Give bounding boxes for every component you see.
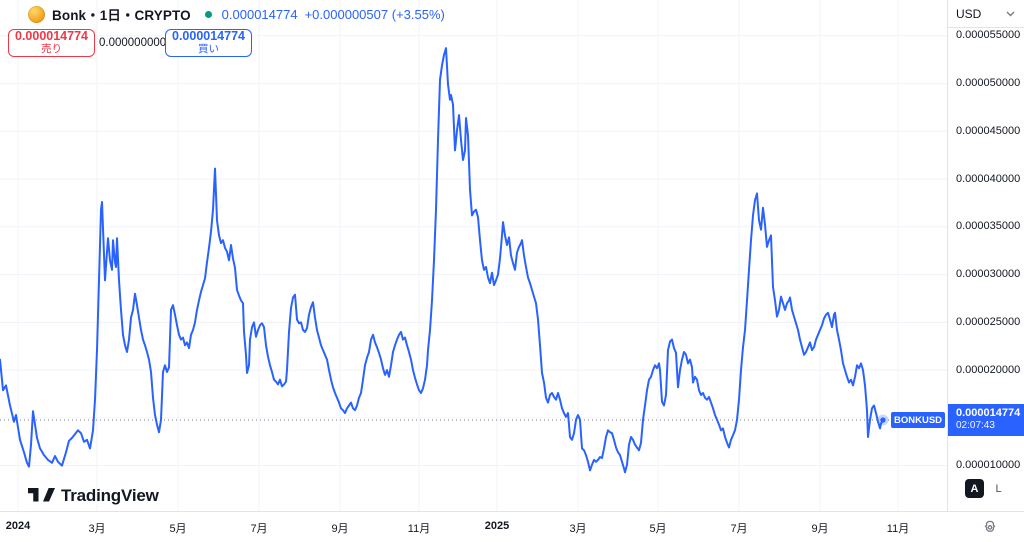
sell-price: 0.000014774 <box>15 28 88 43</box>
time-scale-settings-gear-icon[interactable] <box>981 519 999 537</box>
symbol-header: Bonk・1日・CRYPTO 0.000014774 +0.000000507 … <box>28 4 445 24</box>
time-tick-label: 3月 <box>88 523 106 535</box>
time-tick-label: 9月 <box>811 523 829 535</box>
time-tick-label: 9月 <box>331 523 349 535</box>
price-chart <box>0 0 947 511</box>
buy-label: 買い <box>198 43 219 56</box>
bar-countdown: 02:07:43 <box>956 420 995 432</box>
tradingview-logo-icon <box>28 488 55 502</box>
buy-price: 0.000014774 <box>172 28 245 43</box>
price-tick-label: 0.000010000 <box>956 459 1021 472</box>
spread-value: 0.000000000 <box>99 36 167 49</box>
currency-label: USD <box>956 6 982 21</box>
price-tick-label: 0.000025000 <box>956 315 1021 328</box>
price-tick-label: 0.000055000 <box>956 29 1021 42</box>
tradingview-attribution[interactable]: TradingView <box>28 485 159 506</box>
time-tick-label: 7月 <box>250 523 268 535</box>
time-tick-label: 11月 <box>407 523 431 535</box>
time-scale[interactable]: 2024 3月 5月 7月 9月 11月 2025 3月 5月 7月 9月 11月 <box>0 511 1024 542</box>
change-pct: (+3.55%) <box>391 6 445 22</box>
price-tick-label: 0.000035000 <box>956 220 1021 233</box>
last-price: 0.000014774 <box>221 6 298 22</box>
chart-canvas[interactable]: Bonk・1日・CRYPTO 0.000014774 +0.000000507 … <box>0 0 947 511</box>
time-tick-label: 5月 <box>649 523 667 535</box>
price-tick-label: 0.000020000 <box>956 363 1021 376</box>
sell-button[interactable]: 0.000014774 売り <box>8 28 95 57</box>
symbol-title[interactable]: Bonk・1日・CRYPTO <box>52 8 191 23</box>
currency-dropdown[interactable]: USD <box>948 0 1024 28</box>
chevron-down-icon <box>1006 11 1015 16</box>
time-tick-label: 11月 <box>886 523 910 535</box>
current-price-label: 0.000014774 02:07:43 <box>948 404 1024 437</box>
scale-mode-buttons: A L <box>948 479 1024 498</box>
trade-panel: 0.000014774 売り 0.000000000 0.000014774 買… <box>8 28 252 57</box>
time-tick-label: 3月 <box>569 523 587 535</box>
sell-label: 売り <box>41 43 62 56</box>
price-scale[interactable]: USD 0.000055000 0.000050000 0.000045000 0.0… <box>947 0 1024 542</box>
tradingview-brand-text: TradingView <box>61 485 159 505</box>
time-tick-label: 2025 <box>484 520 510 532</box>
price-line <box>0 47 884 474</box>
price-tick-label: 0.000050000 <box>956 77 1021 90</box>
price-tick-label: 0.000045000 <box>956 124 1021 137</box>
price-tick-label: 0.000030000 <box>956 268 1021 281</box>
time-tick-label: 2024 <box>5 520 31 532</box>
time-tick-label: 7月 <box>730 523 748 535</box>
market-open-icon <box>204 10 212 18</box>
buy-button[interactable]: 0.000014774 買い <box>165 28 252 57</box>
time-tick-label: 5月 <box>169 523 187 535</box>
last-price-marker <box>880 417 886 423</box>
change-abs: +0.000000507 <box>304 6 389 22</box>
price-change: +0.000000507 (+3.55%) <box>305 7 445 22</box>
log-scale-button[interactable]: L <box>995 482 1002 495</box>
price-tick-label: 0.000040000 <box>956 172 1021 185</box>
bonk-logo-icon <box>28 5 45 23</box>
series-symbol-label: BONKUSD <box>891 412 945 429</box>
auto-scale-button[interactable]: A <box>965 479 984 498</box>
current-price-value: 0.000014774 <box>956 407 1021 420</box>
